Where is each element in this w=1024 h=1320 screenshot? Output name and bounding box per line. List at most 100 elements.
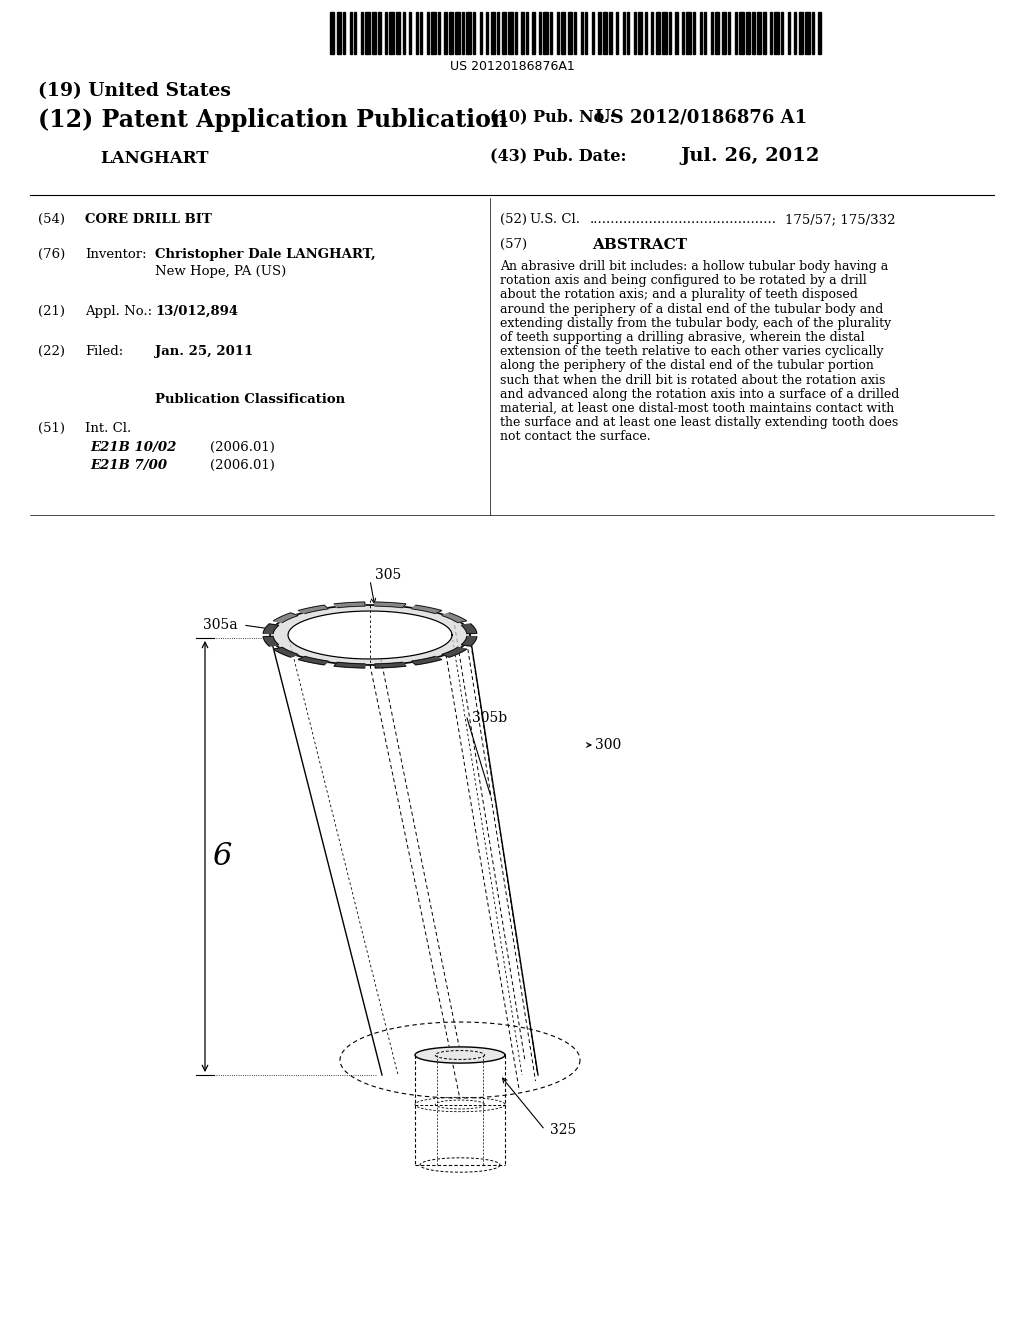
Text: along the periphery of the distal end of the tubular portion: along the periphery of the distal end of… — [500, 359, 873, 372]
Text: U.S. Cl.: U.S. Cl. — [530, 213, 580, 226]
Text: 325: 325 — [550, 1123, 577, 1137]
Bar — [490, 12, 495, 54]
Bar — [616, 12, 618, 54]
Text: (10) Pub. No.:: (10) Pub. No.: — [490, 108, 615, 125]
Bar — [818, 12, 820, 54]
Text: the surface and at least one least distally extending tooth does: the surface and at least one least dista… — [500, 416, 898, 429]
Bar — [532, 12, 535, 54]
Text: 175/57; 175/332: 175/57; 175/332 — [785, 213, 896, 226]
Text: about the rotation axis; and a plurality of teeth disposed: about the rotation axis; and a plurality… — [500, 288, 858, 301]
Bar — [330, 12, 335, 54]
Text: Appl. No.:: Appl. No.: — [85, 305, 153, 318]
Polygon shape — [298, 605, 329, 614]
Text: Filed:: Filed: — [85, 345, 123, 358]
Bar — [634, 12, 636, 54]
Text: Jul. 26, 2012: Jul. 26, 2012 — [680, 147, 819, 165]
Bar — [770, 12, 772, 54]
Bar — [427, 12, 429, 54]
Bar — [711, 12, 713, 54]
Bar — [705, 12, 707, 54]
Polygon shape — [412, 605, 441, 614]
Text: extending distally from the tubular body, each of the plurality: extending distally from the tubular body… — [500, 317, 891, 330]
Bar — [585, 12, 588, 54]
Text: (51): (51) — [38, 422, 65, 436]
Bar — [699, 12, 701, 54]
Text: E21B 7/00: E21B 7/00 — [90, 459, 167, 473]
Polygon shape — [375, 663, 406, 668]
Bar — [539, 12, 542, 54]
Text: 300: 300 — [595, 738, 622, 752]
Bar — [598, 12, 601, 54]
Text: US 20120186876A1: US 20120186876A1 — [450, 59, 574, 73]
Text: (2006.01): (2006.01) — [210, 459, 274, 473]
Text: around the periphery of a distal end of the tubular body and: around the periphery of a distal end of … — [500, 302, 884, 315]
Bar — [337, 12, 341, 54]
Bar — [757, 12, 761, 54]
Text: rotation axis and being configured to be rotated by a drill: rotation axis and being configured to be… — [500, 275, 866, 288]
Bar — [609, 12, 611, 54]
Bar — [557, 12, 559, 54]
Bar — [389, 12, 394, 54]
Bar — [795, 12, 797, 54]
Bar — [486, 12, 488, 54]
Text: ABSTRACT: ABSTRACT — [593, 238, 687, 252]
Bar — [693, 12, 695, 54]
Bar — [781, 12, 783, 54]
Text: E21B 10/02: E21B 10/02 — [90, 441, 176, 454]
Text: (22): (22) — [38, 345, 65, 358]
Text: (2006.01): (2006.01) — [210, 441, 274, 454]
Bar — [385, 12, 387, 54]
Bar — [669, 12, 671, 54]
Bar — [479, 12, 482, 54]
Polygon shape — [298, 656, 329, 665]
Bar — [508, 12, 513, 54]
Polygon shape — [288, 611, 452, 659]
Polygon shape — [415, 1047, 505, 1063]
Bar — [676, 12, 678, 54]
Bar — [550, 12, 552, 54]
Text: (12) Patent Application Publication: (12) Patent Application Publication — [38, 108, 508, 132]
Text: extension of the teeth relative to each other varies cyclically: extension of the teeth relative to each … — [500, 346, 884, 358]
Bar — [561, 12, 565, 54]
Bar — [567, 12, 572, 54]
Bar — [402, 12, 404, 54]
Bar — [574, 12, 577, 54]
Text: (21): (21) — [38, 305, 65, 318]
Bar — [366, 12, 370, 54]
Bar — [438, 12, 440, 54]
Bar — [655, 12, 660, 54]
Bar — [379, 12, 381, 54]
Bar — [745, 12, 751, 54]
Text: Inventor:: Inventor: — [85, 248, 146, 261]
Bar — [343, 12, 345, 54]
Polygon shape — [263, 624, 279, 634]
Bar — [502, 12, 506, 54]
Text: not contact the surface.: not contact the surface. — [500, 430, 650, 444]
Bar — [627, 12, 629, 54]
Bar — [686, 12, 691, 54]
Bar — [663, 12, 667, 54]
Bar — [722, 12, 726, 54]
Bar — [753, 12, 755, 54]
Bar — [350, 12, 352, 54]
Polygon shape — [442, 647, 467, 657]
Text: Publication Classification: Publication Classification — [155, 393, 345, 407]
Bar — [420, 12, 422, 54]
Bar — [372, 12, 376, 54]
Bar — [416, 12, 418, 54]
Polygon shape — [273, 612, 298, 623]
Bar — [787, 12, 790, 54]
Text: of teeth supporting a drilling abrasive, wherein the distal: of teeth supporting a drilling abrasive,… — [500, 331, 864, 345]
Text: 305b: 305b — [472, 711, 507, 725]
Text: Christopher Dale LANGHART,: Christopher Dale LANGHART, — [155, 248, 376, 261]
Text: Int. Cl.: Int. Cl. — [85, 422, 131, 436]
Polygon shape — [270, 605, 470, 665]
Bar — [774, 12, 779, 54]
Bar — [638, 12, 642, 54]
Polygon shape — [442, 612, 467, 623]
Bar — [581, 12, 583, 54]
Bar — [682, 12, 684, 54]
Text: CORE DRILL BIT: CORE DRILL BIT — [85, 213, 212, 226]
Text: (43) Pub. Date:: (43) Pub. Date: — [490, 147, 627, 164]
Text: material, at least one distal-most tooth maintains contact with: material, at least one distal-most tooth… — [500, 403, 894, 414]
